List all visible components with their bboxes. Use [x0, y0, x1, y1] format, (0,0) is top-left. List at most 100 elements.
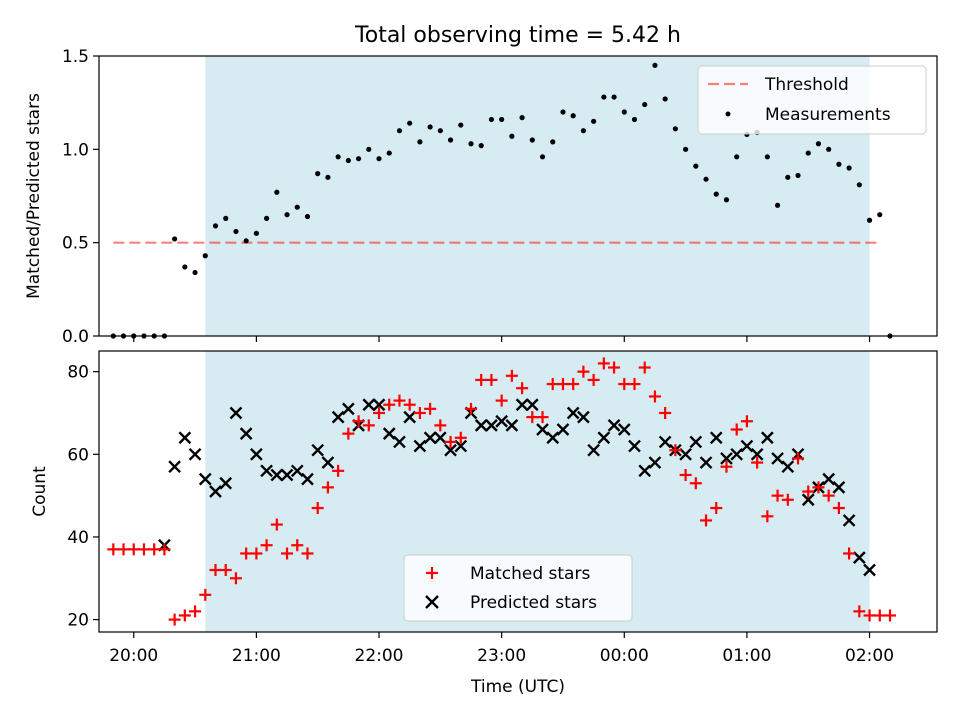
predicted-star-marker: [178, 431, 192, 445]
matched-star-marker: [751, 456, 764, 469]
x-tick-label: 01:00: [722, 646, 771, 666]
predicted-star-marker: [761, 431, 774, 445]
y-tick-label: 40: [67, 528, 89, 548]
matched-star-marker: [608, 361, 621, 374]
matched-star-marker: [434, 419, 447, 432]
measurement-point: [774, 202, 781, 208]
measurement-point: [202, 253, 208, 259]
measurement-point: [478, 143, 484, 149]
matched-star-marker: [158, 543, 171, 556]
predicted-star-marker: [250, 447, 263, 461]
matched-star-marker: [219, 564, 232, 577]
measurement-point: [693, 163, 699, 169]
matched-star-marker: [311, 502, 324, 515]
matched-star-marker: [587, 373, 600, 386]
measurement-point: [580, 128, 587, 134]
measurement-point: [447, 137, 454, 143]
matched-star-marker: [240, 547, 253, 560]
predicted-star-marker: [168, 460, 181, 474]
measurement-point: [621, 109, 627, 115]
measurement-point: [826, 146, 832, 152]
measurement-point: [550, 139, 556, 145]
matched-star-marker: [669, 444, 682, 457]
count-legend: Matched stars Predicted stars: [403, 554, 633, 622]
matched-star-marker: [618, 378, 631, 391]
measurement-point: [856, 182, 862, 188]
measurement-point: [407, 120, 413, 126]
predicted-star-marker: [403, 410, 417, 424]
measurement-point: [529, 137, 535, 143]
matched-star-marker: [700, 514, 713, 527]
ratio-panel: 0.0 0.5 1.0 1.5 Matched/Predicted stars Thr…: [24, 47, 938, 347]
matched-star-marker: [628, 378, 641, 391]
legend-measurements-swatch: [725, 111, 731, 117]
matched-star-marker: [137, 543, 150, 556]
measurement-point: [417, 139, 423, 145]
ratio-panel-frame: [98, 55, 938, 337]
legend-threshold-label: Threshold: [764, 75, 849, 95]
predicted-star-marker: [270, 468, 284, 482]
count-panel-frame: [98, 350, 938, 633]
matched-star-marker: [260, 539, 273, 552]
predicted-star-marker: [556, 423, 570, 436]
matched-star-marker: [352, 415, 365, 428]
matched-star-markers: [107, 357, 896, 626]
legend-matched-swatch: [426, 567, 438, 579]
y-tick-label: 60: [67, 445, 89, 465]
y-tick-label: 20: [67, 611, 89, 631]
matched-star-marker: [638, 361, 651, 374]
matched-star-marker: [189, 605, 202, 618]
matched-star-marker: [464, 402, 477, 415]
measurement-point: [764, 154, 770, 160]
y-tick-label: 0.0: [62, 327, 89, 347]
matched-star-marker: [761, 510, 774, 523]
count-x-ticks: 20:00 21:00 22:00 23:00 00:00 01:00 02:00: [109, 632, 894, 666]
measurement-point: [703, 176, 709, 182]
matched-star-marker: [291, 539, 304, 552]
x-tick-label: 00:00: [600, 646, 649, 666]
matched-star-marker: [199, 588, 212, 601]
measurement-point: [713, 191, 719, 197]
matched-star-marker: [720, 460, 733, 473]
legend-matched-label: Matched stars: [470, 564, 590, 584]
predicted-star-marker: [525, 398, 539, 412]
predicted-star-marker: [852, 551, 866, 564]
predicted-star-marker: [801, 493, 815, 507]
x-tick-label: 23:00: [477, 646, 526, 666]
measurement-point: [509, 133, 515, 139]
matched-star-marker: [444, 435, 457, 448]
matched-star-marker: [863, 609, 876, 622]
measurement-point: [294, 204, 300, 210]
matched-star-marker: [556, 378, 569, 391]
matched-star-marker: [792, 452, 805, 465]
measurement-point: [539, 154, 546, 160]
predicted-star-marker: [382, 427, 396, 440]
matched-star-marker: [342, 427, 355, 440]
predicted-star-marker: [372, 398, 386, 412]
matched-star-marker: [362, 419, 375, 432]
predicted-star-marker: [290, 464, 304, 478]
predicted-star-marker: [699, 456, 713, 469]
predicted-star-marker: [505, 419, 519, 432]
measurement-point: [192, 269, 198, 276]
matched-star-marker: [250, 547, 263, 560]
measurement-point: [662, 96, 668, 102]
matched-star-marker: [689, 477, 702, 490]
measurement-point: [488, 116, 495, 123]
matched-star-marker: [270, 518, 283, 531]
ratio-legend-box: [697, 65, 927, 135]
predicted-star-marker: [331, 410, 345, 424]
matched-star-marker: [853, 605, 866, 618]
measurement-point: [304, 213, 311, 220]
predicted-star-marker: [229, 406, 243, 420]
measurement-point: [233, 228, 239, 235]
measurement-point: [437, 128, 443, 134]
measurement-point: [284, 212, 290, 218]
predicted-star-marker: [617, 423, 631, 436]
measurement-point: [672, 126, 678, 132]
predicted-star-marker: [515, 398, 529, 412]
matched-star-marker: [812, 481, 825, 494]
matched-star-marker: [536, 411, 549, 424]
predicted-star-marker: [679, 447, 692, 461]
matched-star-marker: [659, 406, 672, 419]
